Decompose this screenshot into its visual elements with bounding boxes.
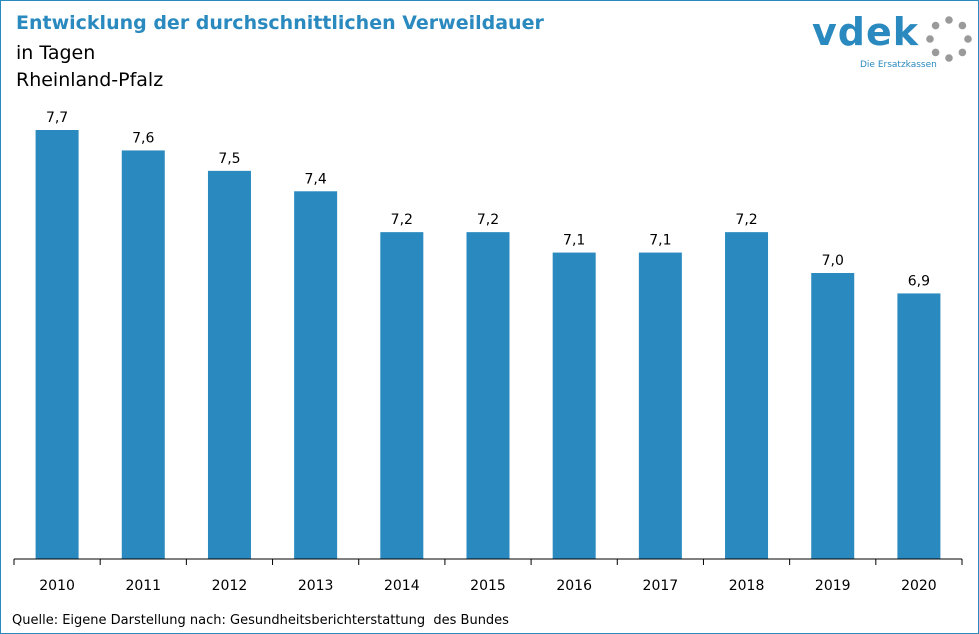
value-label-2017: 7,1	[649, 233, 671, 249]
value-label-2011: 7,6	[132, 130, 154, 146]
bar-2013	[294, 191, 338, 560]
value-label-2014: 7,2	[391, 212, 413, 228]
bar-2016	[552, 252, 596, 560]
bar-2019	[811, 273, 855, 559]
category-label-2018: 2018	[729, 578, 765, 594]
logo-wordmark: vdek	[812, 10, 920, 54]
bar-2015	[466, 232, 510, 559]
value-label-2020: 6,9	[908, 273, 930, 289]
bar-2018	[725, 232, 769, 559]
category-label-2013: 2013	[298, 578, 334, 594]
source-note: Quelle: Eigene Darstellung nach: Gesundh…	[12, 613, 509, 628]
category-label-2011: 2011	[125, 578, 161, 594]
category-label-2016: 2016	[556, 578, 592, 594]
category-label-2020: 2020	[901, 578, 937, 594]
bar-2011	[121, 150, 165, 559]
bar-2014	[380, 232, 424, 559]
bar-2010	[35, 130, 79, 559]
value-label-2018: 7,2	[735, 212, 757, 228]
value-label-2012: 7,5	[218, 151, 240, 167]
value-label-2010: 7,7	[46, 110, 68, 126]
category-label-2015: 2015	[470, 578, 506, 594]
value-label-2013: 7,4	[305, 171, 327, 187]
dotted-ring-icon	[926, 16, 972, 62]
category-label-2014: 2014	[384, 578, 420, 594]
bar-2017	[638, 252, 682, 560]
chart-title: Entwicklung der durchschnittlichen Verwe…	[16, 12, 544, 34]
bar-2020	[897, 293, 941, 559]
category-label-2017: 2017	[643, 578, 679, 594]
value-label-2016: 7,1	[563, 233, 585, 249]
category-label-2010: 2010	[39, 578, 75, 594]
category-label-2019: 2019	[815, 578, 851, 594]
chart-subtitle-region: Rheinland-Pfalz	[16, 69, 164, 91]
vdek-logo: vdek Die Ersatzkassen	[812, 10, 972, 74]
value-label-2015: 7,2	[477, 212, 499, 228]
chart-subtitle-unit: in Tagen	[16, 42, 96, 64]
category-label-2012: 2012	[212, 578, 248, 594]
bar-2012	[207, 170, 251, 559]
value-label-2019: 7,0	[822, 253, 844, 269]
logo-tagline: Die Ersatzkassen	[860, 60, 937, 70]
logo-ring-dots	[926, 16, 972, 62]
